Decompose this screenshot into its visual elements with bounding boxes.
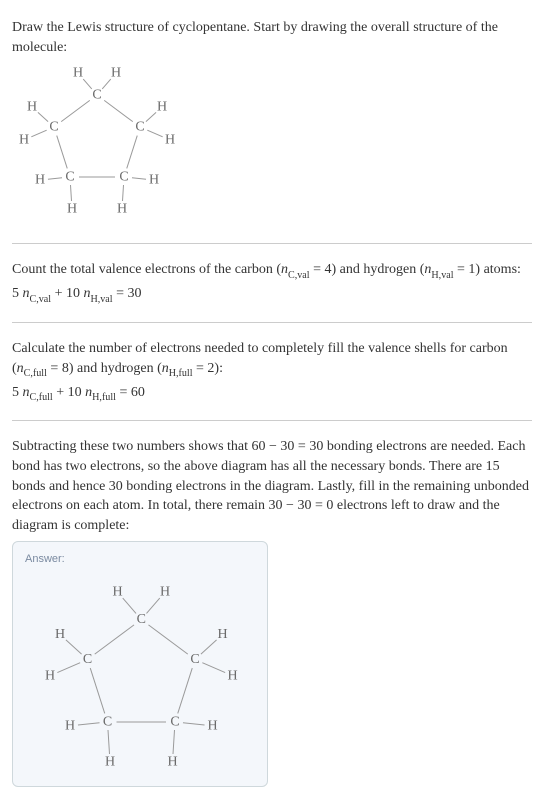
text-fragment: + 10 <box>51 286 83 301</box>
svg-text:H: H <box>45 668 55 683</box>
var-sub: C,val <box>288 270 310 281</box>
divider <box>12 243 532 244</box>
svg-text:C: C <box>49 120 58 135</box>
text-fragment: = 4) and hydrogen ( <box>310 262 425 277</box>
svg-text:C: C <box>190 652 199 667</box>
svg-text:C: C <box>83 652 92 667</box>
answer-box: Answer: CCCCCHHHHHHHHHH <box>12 541 268 786</box>
text-fragment: 5 <box>12 385 23 400</box>
svg-text:H: H <box>73 66 83 81</box>
svg-text:C: C <box>137 612 146 627</box>
divider <box>12 322 532 323</box>
var-n: n <box>23 286 30 301</box>
svg-text:H: H <box>19 133 29 148</box>
svg-text:C: C <box>119 170 128 185</box>
full-shell-equation: 5 nC,full + 10 nH,full = 60 <box>12 383 532 405</box>
text-fragment: = 2): <box>193 361 223 376</box>
svg-text:H: H <box>55 627 65 642</box>
molecule-diagram-answer: CCCCCHHHHHHHHHH <box>25 572 255 772</box>
svg-text:C: C <box>92 88 101 103</box>
var-n: n <box>17 361 24 376</box>
svg-text:H: H <box>165 133 175 148</box>
svg-text:C: C <box>65 170 74 185</box>
svg-text:H: H <box>217 627 227 642</box>
valence-count-equation: 5 nC,val + 10 nH,val = 30 <box>12 284 532 306</box>
svg-text:C: C <box>135 120 144 135</box>
var-sub: H,full <box>92 392 116 403</box>
var-sub: H,val <box>431 270 453 281</box>
conclusion-text: Subtracting these two numbers shows that… <box>12 437 532 535</box>
valence-count-text: Count the total valence electrons of the… <box>12 260 532 282</box>
svg-text:H: H <box>149 173 159 188</box>
molecule-diagram-top: CCCCCHHHHHHHHHH <box>12 61 532 221</box>
var-n: n <box>23 385 30 400</box>
text-fragment: 5 <box>12 286 23 301</box>
var-sub: C,full <box>24 368 47 379</box>
svg-text:H: H <box>227 668 237 683</box>
svg-text:H: H <box>27 100 37 115</box>
svg-text:H: H <box>111 66 121 81</box>
var-sub: H,val <box>90 294 112 305</box>
text-fragment: = 8) and hydrogen ( <box>47 361 162 376</box>
svg-text:H: H <box>167 754 177 769</box>
var-n: n <box>162 361 169 376</box>
text-fragment: = 30 <box>113 286 142 301</box>
text-fragment: = 1) atoms: <box>454 262 521 277</box>
divider <box>12 420 532 421</box>
svg-text:H: H <box>207 718 217 733</box>
var-n: n <box>281 262 288 277</box>
text-fragment: Count the total valence electrons of the… <box>12 262 281 277</box>
full-shell-text: Calculate the number of electrons needed… <box>12 339 532 381</box>
valence-count-section: Count the total valence electrons of the… <box>12 250 532 316</box>
svg-text:H: H <box>105 754 115 769</box>
svg-text:H: H <box>67 202 77 217</box>
intro-section: Draw the Lewis structure of cyclopentane… <box>12 8 532 237</box>
answer-label: Answer: <box>25 552 255 567</box>
var-sub: H,full <box>169 368 193 379</box>
svg-text:H: H <box>160 584 170 599</box>
var-sub: C,full <box>30 392 53 403</box>
svg-text:H: H <box>65 718 75 733</box>
full-shell-section: Calculate the number of electrons needed… <box>12 329 532 414</box>
svg-text:H: H <box>157 100 167 115</box>
var-sub: C,val <box>30 294 52 305</box>
text-fragment: = 60 <box>116 385 145 400</box>
svg-text:C: C <box>170 714 179 729</box>
text-fragment: + 10 <box>53 385 85 400</box>
svg-text:H: H <box>112 584 122 599</box>
svg-text:C: C <box>103 714 112 729</box>
svg-text:H: H <box>35 173 45 188</box>
svg-text:H: H <box>117 202 127 217</box>
conclusion-section: Subtracting these two numbers shows that… <box>12 427 532 796</box>
intro-text: Draw the Lewis structure of cyclopentane… <box>12 18 532 57</box>
